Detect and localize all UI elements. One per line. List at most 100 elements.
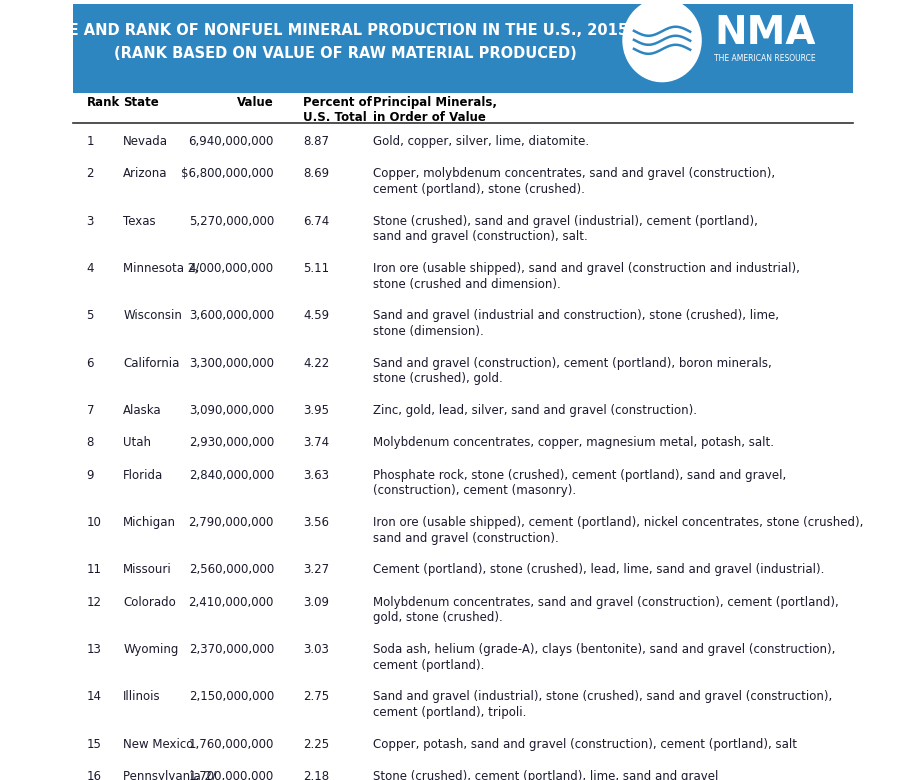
Text: 1: 1 [86,135,94,148]
Text: Colorado: Colorado [123,596,176,608]
Text: Phosphate rock, stone (crushed), cement (portland), sand and gravel,: Phosphate rock, stone (crushed), cement … [373,469,786,481]
Text: Cement (portland), stone (crushed), lead, lime, sand and gravel (industrial).: Cement (portland), stone (crushed), lead… [373,563,824,576]
Text: 13: 13 [86,643,102,656]
Text: 3,090,000,000: 3,090,000,000 [189,404,274,417]
Text: Molybdenum concentrates, copper, magnesium metal, potash, salt.: Molybdenum concentrates, copper, magnesi… [373,436,774,449]
Text: Copper, potash, sand and gravel (construction), cement (portland), salt: Copper, potash, sand and gravel (constru… [373,738,797,750]
Text: Principal Minerals,: Principal Minerals, [373,96,497,109]
Text: gold, stone (crushed).: gold, stone (crushed). [373,612,503,624]
Text: 9: 9 [86,469,94,481]
Text: 3.56: 3.56 [303,516,329,529]
Text: 1,760,000,000: 1,760,000,000 [188,738,274,750]
Text: 3,300,000,000: 3,300,000,000 [189,356,274,370]
Text: Stone (crushed), sand and gravel (industrial), cement (portland),: Stone (crushed), sand and gravel (indust… [373,215,758,228]
Text: 4.59: 4.59 [303,309,329,322]
Text: 3.27: 3.27 [303,563,329,576]
Text: $6,800,000,000: $6,800,000,000 [181,167,274,180]
Text: 2.25: 2.25 [303,738,329,750]
Text: Sand and gravel (industrial), stone (crushed), sand and gravel (construction),: Sand and gravel (industrial), stone (cru… [373,690,833,704]
Text: in Order of Value: in Order of Value [373,111,486,124]
Text: 3,600,000,000: 3,600,000,000 [189,309,274,322]
Text: Soda ash, helium (grade-A), clays (bentonite), sand and gravel (construction),: Soda ash, helium (grade-A), clays (bento… [373,643,835,656]
Text: Iron ore (usable shipped), sand and gravel (construction and industrial),: Iron ore (usable shipped), sand and grav… [373,262,800,275]
Text: stone (dimension).: stone (dimension). [373,325,484,338]
Text: Molybdenum concentrates, sand and gravel (construction), cement (portland),: Molybdenum concentrates, sand and gravel… [373,596,839,608]
Text: 2,790,000,000: 2,790,000,000 [188,516,274,529]
Text: 3.95: 3.95 [303,404,329,417]
Text: sand and gravel (construction).: sand and gravel (construction). [373,532,559,544]
Text: 4.22: 4.22 [303,356,329,370]
Text: State: State [123,96,159,109]
Text: 2,150,000,000: 2,150,000,000 [188,690,274,704]
Text: THE AMERICAN RESOURCE: THE AMERICAN RESOURCE [714,54,816,63]
Text: 14: 14 [86,690,102,704]
Text: 3: 3 [86,215,94,228]
Text: Michigan: Michigan [123,516,177,529]
Text: 3.63: 3.63 [303,469,329,481]
Text: VALUE AND RANK OF NONFUEL MINERAL PRODUCTION IN THE U.S., 2015p/ 1/: VALUE AND RANK OF NONFUEL MINERAL PRODUC… [26,23,665,38]
Text: 6: 6 [86,356,94,370]
Text: 8: 8 [86,436,94,449]
Text: Arizona: Arizona [123,167,167,180]
Text: Value: Value [238,96,274,109]
Text: 3.09: 3.09 [303,596,329,608]
FancyBboxPatch shape [73,4,854,93]
Text: stone (crushed), gold.: stone (crushed), gold. [373,372,503,385]
Text: Missouri: Missouri [123,563,172,576]
Text: 8.87: 8.87 [303,135,329,148]
Text: Gold, copper, silver, lime, diatomite.: Gold, copper, silver, lime, diatomite. [373,135,590,148]
Text: 5.11: 5.11 [303,262,329,275]
Text: Minnesota 2/: Minnesota 2/ [123,262,199,275]
Text: Nevada: Nevada [123,135,168,148]
Text: 12: 12 [86,596,102,608]
Text: Percent of: Percent of [303,96,372,109]
Text: 10: 10 [86,516,102,529]
Text: cement (portland), stone (crushed).: cement (portland), stone (crushed). [373,183,585,196]
Text: 5: 5 [86,309,94,322]
Text: 2,560,000,000: 2,560,000,000 [188,563,274,576]
Text: 2,370,000,000: 2,370,000,000 [188,643,274,656]
Text: stone (crushed and dimension).: stone (crushed and dimension). [373,278,561,291]
Text: 2,840,000,000: 2,840,000,000 [188,469,274,481]
Text: NMA: NMA [714,14,816,51]
Text: U.S. Total: U.S. Total [303,111,367,124]
Text: (RANK BASED ON VALUE OF RAW MATERIAL PRODUCED): (RANK BASED ON VALUE OF RAW MATERIAL PRO… [115,45,577,61]
Ellipse shape [623,0,701,82]
Text: Sand and gravel (industrial and construction), stone (crushed), lime,: Sand and gravel (industrial and construc… [373,309,779,322]
Text: 2.75: 2.75 [303,690,329,704]
Text: 16: 16 [86,770,102,780]
Text: Utah: Utah [123,436,151,449]
Text: 8.69: 8.69 [303,167,329,180]
Text: 7: 7 [86,404,94,417]
Text: Zinc, gold, lead, silver, sand and gravel (construction).: Zinc, gold, lead, silver, sand and grave… [373,404,697,417]
Text: 2,410,000,000: 2,410,000,000 [188,596,274,608]
Text: cement (portland), tripoli.: cement (portland), tripoli. [373,706,527,719]
Text: Sand and gravel (construction), cement (portland), boron minerals,: Sand and gravel (construction), cement (… [373,356,772,370]
Text: 6,940,000,000: 6,940,000,000 [188,135,274,148]
Text: Illinois: Illinois [123,690,161,704]
Text: 3.74: 3.74 [303,436,329,449]
Text: California: California [123,356,179,370]
Text: Texas: Texas [123,215,156,228]
Text: 11: 11 [86,563,102,576]
Text: Rank: Rank [86,96,120,109]
Text: 4: 4 [86,262,94,275]
Text: Stone (crushed), cement (portland), lime, sand and gravel: Stone (crushed), cement (portland), lime… [373,770,719,780]
Text: Copper, molybdenum concentrates, sand and gravel (construction),: Copper, molybdenum concentrates, sand an… [373,167,775,180]
Text: Pennsylvania 2/: Pennsylvania 2/ [123,770,217,780]
Text: Florida: Florida [123,469,164,481]
Text: 15: 15 [86,738,102,750]
Text: Alaska: Alaska [123,404,162,417]
Text: (construction), cement (masonry).: (construction), cement (masonry). [373,484,576,498]
Text: 1,700,000,000: 1,700,000,000 [188,770,274,780]
Text: Iron ore (usable shipped), cement (portland), nickel concentrates, stone (crushe: Iron ore (usable shipped), cement (portl… [373,516,864,529]
Text: 2.18: 2.18 [303,770,329,780]
Text: Wyoming: Wyoming [123,643,178,656]
Text: sand and gravel (construction), salt.: sand and gravel (construction), salt. [373,230,588,243]
Text: 3.03: 3.03 [303,643,329,656]
Text: 4,000,000,000: 4,000,000,000 [189,262,274,275]
Text: New Mexico: New Mexico [123,738,194,750]
Text: 2,930,000,000: 2,930,000,000 [188,436,274,449]
Text: Wisconsin: Wisconsin [123,309,182,322]
Text: 2: 2 [86,167,94,180]
